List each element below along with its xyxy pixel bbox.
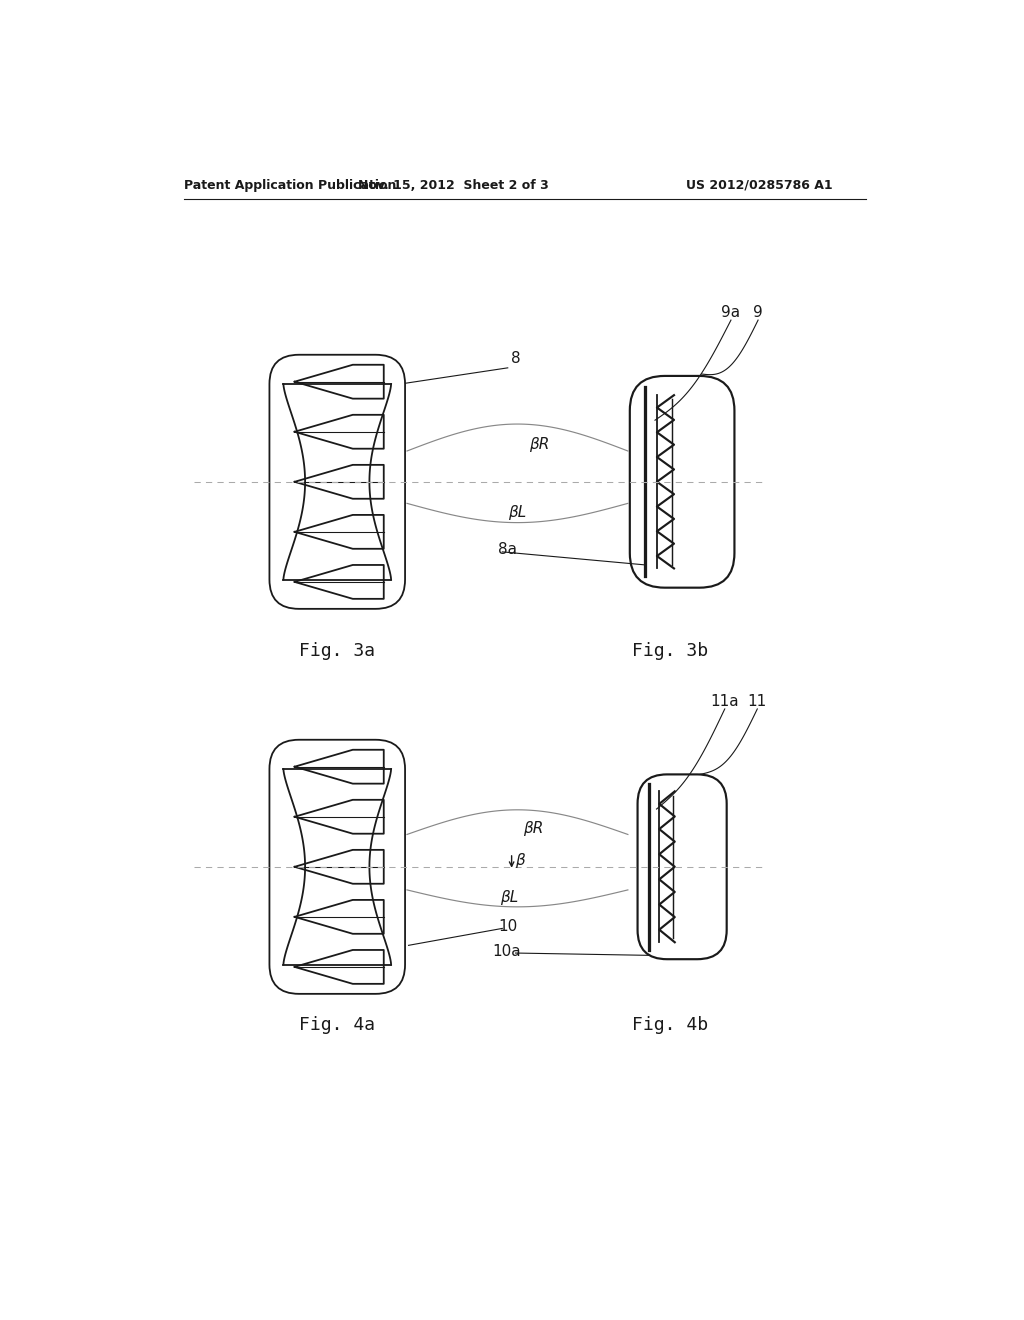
Text: 10a: 10a bbox=[493, 944, 521, 960]
Text: Fig. 4b: Fig. 4b bbox=[633, 1015, 709, 1034]
Text: 9: 9 bbox=[754, 305, 763, 319]
Text: Fig. 3a: Fig. 3a bbox=[299, 643, 376, 660]
Text: US 2012/0285786 A1: US 2012/0285786 A1 bbox=[686, 178, 833, 191]
Text: Fig. 4a: Fig. 4a bbox=[299, 1015, 376, 1034]
Text: βR: βR bbox=[523, 821, 544, 836]
Text: Patent Application Publication: Patent Application Publication bbox=[183, 178, 396, 191]
Text: 10: 10 bbox=[499, 919, 518, 935]
Text: 9a: 9a bbox=[721, 305, 740, 319]
Text: 8a: 8a bbox=[499, 543, 517, 557]
Text: Fig. 3b: Fig. 3b bbox=[633, 643, 709, 660]
Text: Nov. 15, 2012  Sheet 2 of 3: Nov. 15, 2012 Sheet 2 of 3 bbox=[358, 178, 549, 191]
Text: βR: βR bbox=[529, 437, 550, 453]
Text: 8: 8 bbox=[511, 351, 520, 367]
Text: β: β bbox=[515, 853, 525, 869]
Text: 11: 11 bbox=[748, 694, 767, 709]
Text: βL: βL bbox=[500, 890, 518, 906]
Text: βL: βL bbox=[508, 506, 526, 520]
Text: 11a: 11a bbox=[711, 694, 739, 709]
